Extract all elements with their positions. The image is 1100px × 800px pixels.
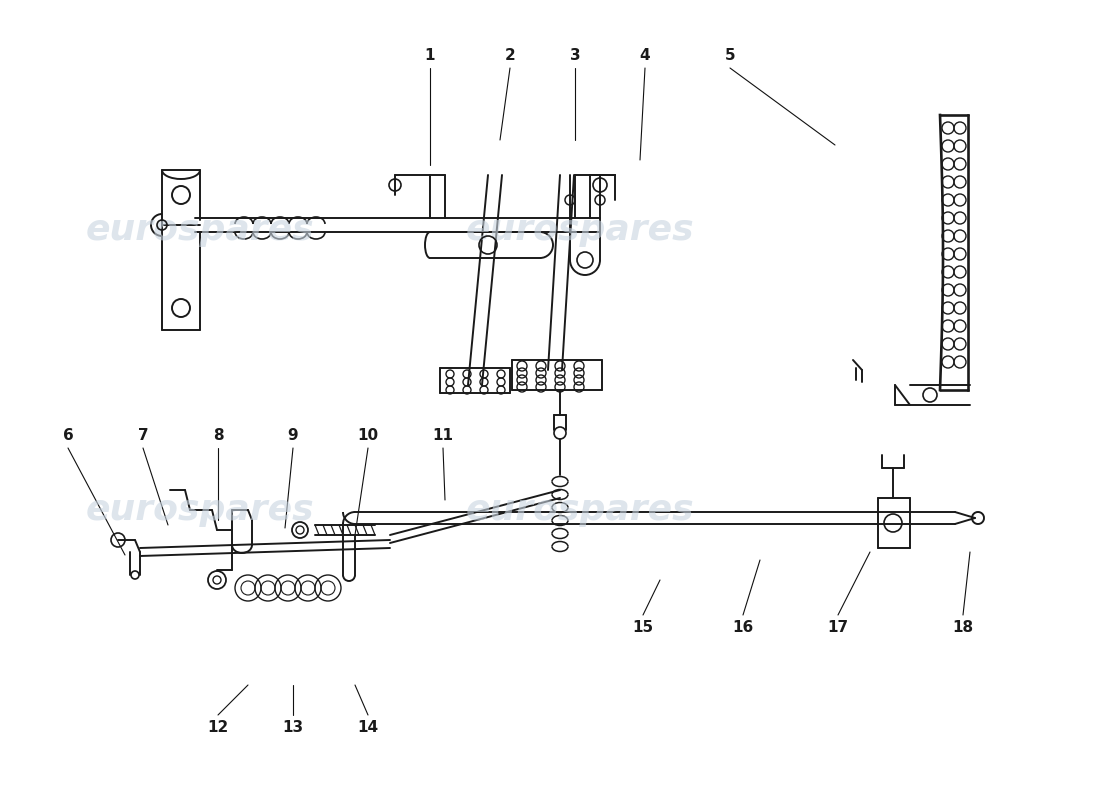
Text: 16: 16 (733, 621, 754, 635)
Text: 17: 17 (827, 621, 848, 635)
Text: 3: 3 (570, 47, 581, 62)
Text: eurospares: eurospares (86, 493, 315, 527)
Text: 13: 13 (283, 721, 304, 735)
Text: 1: 1 (425, 47, 436, 62)
Text: 12: 12 (208, 721, 229, 735)
Text: 6: 6 (63, 427, 74, 442)
Text: 10: 10 (358, 427, 378, 442)
Text: eurospares: eurospares (465, 493, 694, 527)
Text: 8: 8 (212, 427, 223, 442)
Text: 9: 9 (288, 427, 298, 442)
Text: eurospares: eurospares (86, 213, 315, 247)
Text: 14: 14 (358, 721, 378, 735)
Text: eurospares: eurospares (465, 213, 694, 247)
Text: 7: 7 (138, 427, 148, 442)
Text: 18: 18 (953, 621, 974, 635)
Text: 11: 11 (432, 427, 453, 442)
Text: 5: 5 (725, 47, 735, 62)
Text: 4: 4 (640, 47, 650, 62)
Text: 15: 15 (632, 621, 653, 635)
Text: 2: 2 (505, 47, 516, 62)
